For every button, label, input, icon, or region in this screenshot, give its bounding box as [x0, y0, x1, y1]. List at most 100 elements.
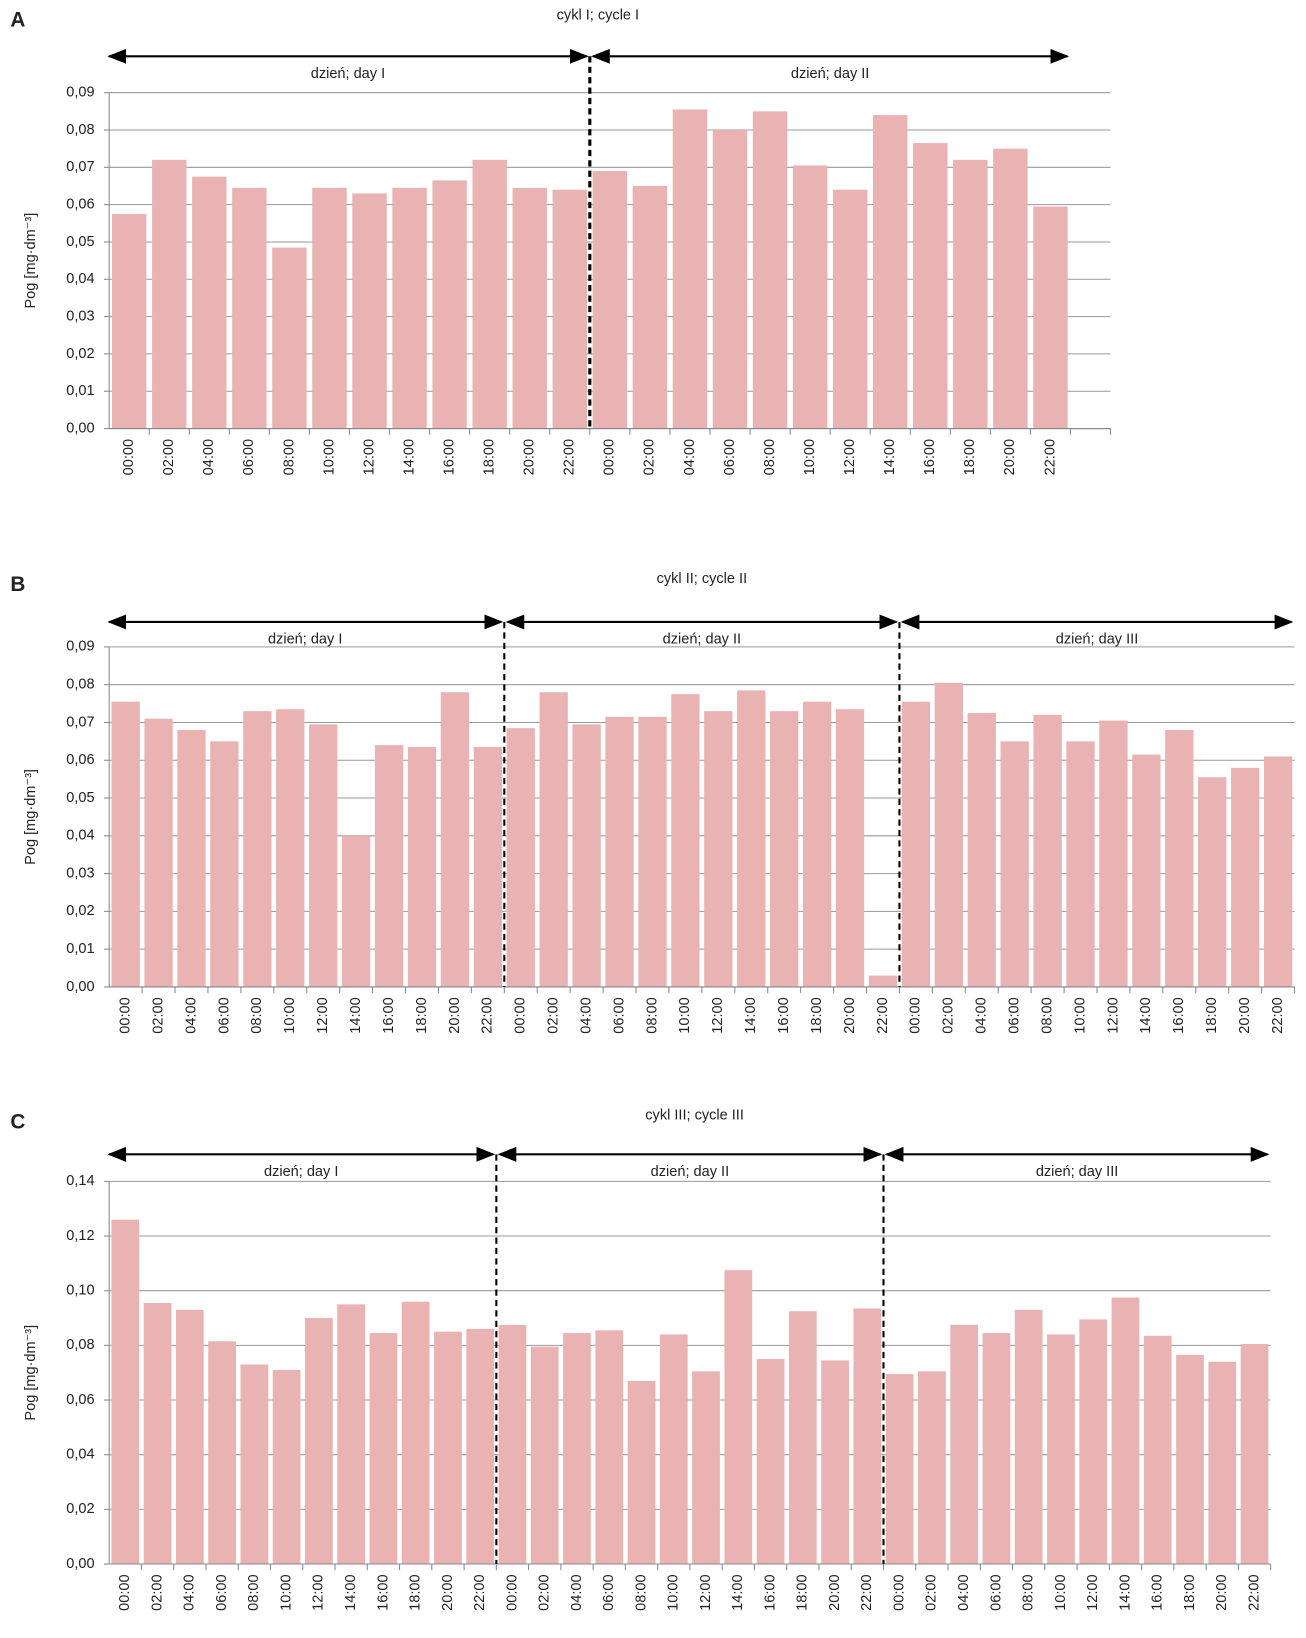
y-tick-label: 0,14 [66, 1173, 94, 1189]
bar [605, 716, 634, 987]
chart-title: cykl III; cycle III [645, 1108, 744, 1124]
bar [1066, 741, 1095, 987]
bar [539, 692, 568, 987]
x-tick-label: 08:00 [249, 997, 265, 1033]
bar [111, 1219, 140, 1565]
x-tick-label: 20:00 [842, 997, 858, 1033]
x-tick-label: 14:00 [343, 1574, 359, 1610]
y-tick-label: 0,12 [66, 1228, 94, 1244]
x-tick-label: 08:00 [633, 1574, 649, 1610]
bar [638, 716, 667, 987]
x-tick-label: 02:00 [161, 439, 177, 475]
bar [272, 247, 307, 429]
x-tick-label: 00:00 [602, 439, 618, 475]
x-tick-label: 12:00 [1105, 997, 1121, 1033]
x-tick-label: 16:00 [776, 997, 792, 1033]
x-tick-label: 20:00 [522, 439, 538, 475]
x-tick-label: 08:00 [281, 439, 297, 475]
bar [982, 1333, 1011, 1565]
x-tick-label: 18:00 [809, 997, 825, 1033]
bar [337, 1304, 366, 1565]
x-tick-label: 10:00 [278, 1574, 294, 1610]
x-tick-label: 16:00 [441, 439, 457, 475]
x-tick-label: 06:00 [214, 1574, 230, 1610]
bar [530, 1346, 559, 1565]
bar [440, 692, 470, 987]
day-label: dzień; day I [264, 1164, 338, 1180]
bar [627, 1380, 656, 1565]
bar [572, 724, 601, 987]
chart-title: cykl I; cycle I [557, 8, 639, 24]
x-tick-label: 04:00 [183, 997, 199, 1033]
x-tick-label: 06:00 [722, 439, 738, 475]
bar [175, 1309, 204, 1565]
bar [369, 1333, 398, 1565]
bar [401, 1301, 430, 1565]
x-tick-label: 04:00 [682, 439, 698, 475]
y-tick-label: 0,07 [66, 159, 94, 175]
bar [1240, 1343, 1269, 1565]
x-tick-label: 08:00 [246, 1574, 262, 1610]
x-tick-label: 14:00 [730, 1574, 746, 1610]
x-tick-label: 16:00 [922, 439, 938, 475]
y-tick-label: 0,09 [66, 85, 94, 101]
x-tick-label: 10:00 [1072, 997, 1088, 1033]
x-tick-label: 14:00 [1117, 1574, 1133, 1610]
bar [341, 835, 371, 987]
x-tick-label: 12:00 [311, 1574, 327, 1610]
bar [770, 711, 799, 987]
bar [305, 1318, 333, 1565]
bar [473, 747, 503, 987]
bar [671, 694, 700, 987]
bar [934, 682, 963, 987]
x-tick-label: 04:00 [956, 1574, 972, 1610]
bar [712, 130, 748, 429]
bar [901, 701, 931, 987]
x-tick-label: 02:00 [642, 439, 658, 475]
y-tick-label: 0,00 [66, 1556, 94, 1572]
bar [672, 109, 708, 429]
bar [1231, 767, 1260, 987]
x-tick-label: 18:00 [962, 439, 978, 475]
bar [466, 1328, 495, 1565]
bar [1111, 1297, 1140, 1565]
x-tick-label: 02:00 [941, 997, 957, 1033]
x-tick-label: 02:00 [150, 997, 166, 1033]
x-tick-label: 06:00 [241, 439, 257, 475]
x-tick-label: 02:00 [537, 1574, 553, 1610]
y-tick-label: 0,02 [66, 346, 94, 362]
x-tick-label: 18:00 [482, 439, 498, 475]
bar [918, 1371, 946, 1565]
bar [312, 187, 347, 429]
x-tick-label: 06:00 [601, 1574, 617, 1610]
y-tick-label: 0,07 [66, 714, 94, 730]
bar [243, 711, 272, 987]
x-tick-label: 14:00 [882, 439, 898, 475]
bar [276, 709, 305, 987]
y-tick-label: 0,05 [66, 790, 94, 806]
x-tick-label: 20:00 [1237, 997, 1253, 1033]
bar [1176, 1354, 1204, 1565]
bar [592, 171, 628, 429]
day-label: dzień; day II [791, 66, 869, 82]
x-tick-label: 12:00 [842, 439, 858, 475]
x-tick-label: 10:00 [321, 439, 337, 475]
bar [1099, 720, 1128, 987]
x-tick-label: 08:00 [1039, 997, 1055, 1033]
x-tick-label: 18:00 [795, 1574, 811, 1610]
y-tick-label: 0,06 [66, 752, 94, 768]
bar [208, 1341, 236, 1565]
x-tick-label: 12:00 [1085, 1574, 1101, 1610]
x-tick-label: 18:00 [408, 1574, 424, 1610]
bar [632, 185, 668, 429]
panel-label: B [10, 573, 25, 596]
bar [737, 690, 766, 987]
day-label: dzień; day III [1036, 1164, 1118, 1180]
x-tick-label: 00:00 [117, 1574, 133, 1610]
bar [595, 1330, 624, 1565]
x-tick-label: 16:00 [1171, 997, 1187, 1033]
x-tick-label: 16:00 [762, 1574, 778, 1610]
x-tick-label: 08:00 [762, 439, 778, 475]
x-tick-label: 22:00 [859, 1574, 875, 1610]
bar [352, 193, 387, 429]
